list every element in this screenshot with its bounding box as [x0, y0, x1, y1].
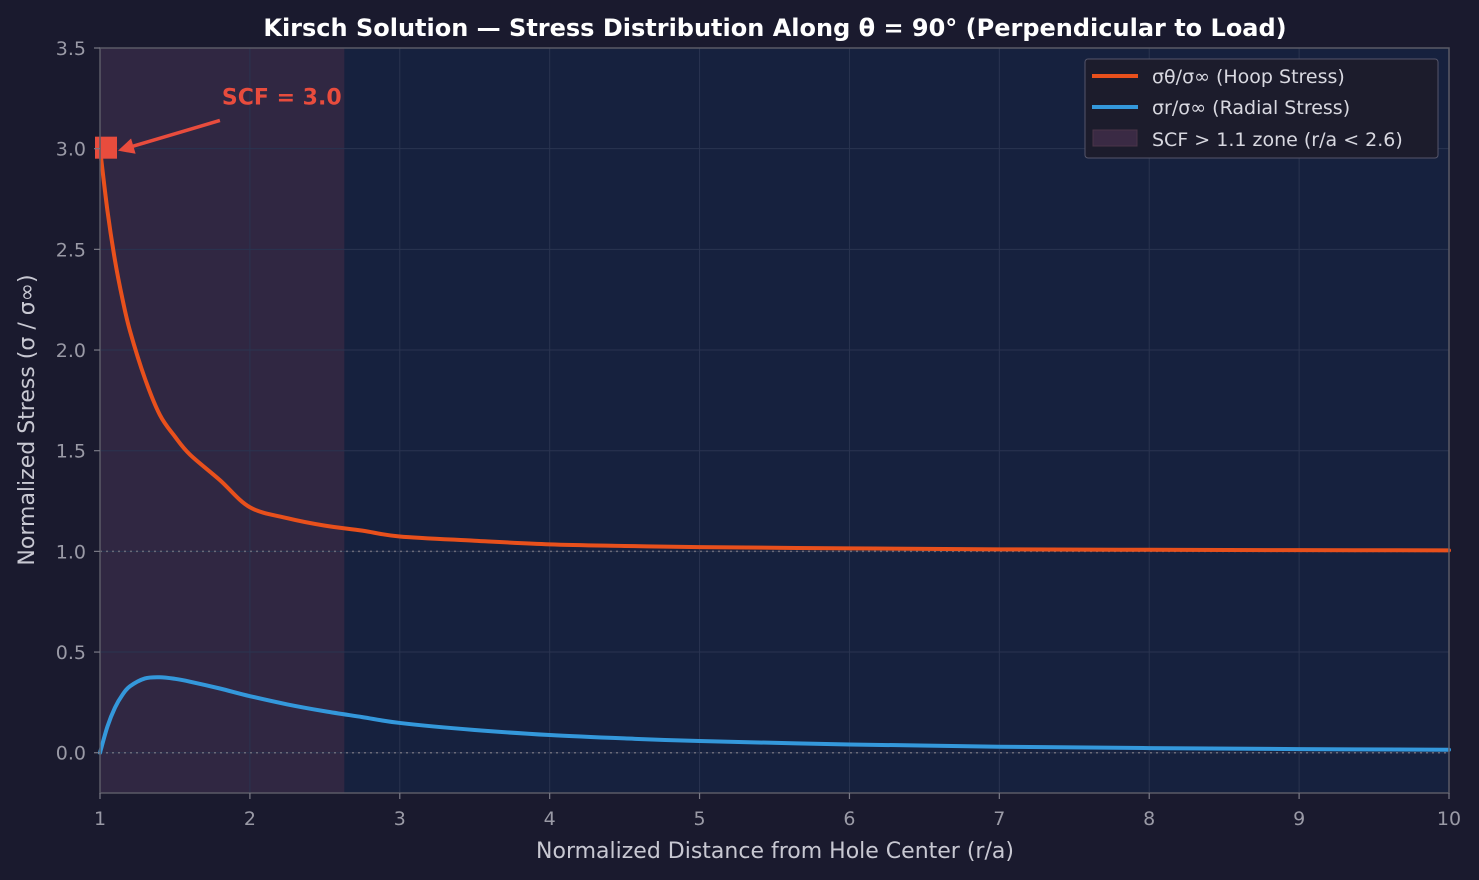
y-tick-label: 2.5: [56, 239, 86, 261]
y-tick-label: 0.5: [56, 642, 86, 664]
annotation-label: SCF = 3.0: [222, 85, 342, 110]
y-tick-label: 1.0: [56, 541, 86, 563]
legend: σθ/σ∞ (Hoop Stress) σr/σ∞ (Radial Stress…: [1084, 58, 1439, 159]
series-line-hoop: [98, 146, 1451, 553]
y-axis-label: Normalized Stress (σ / σ∞): [15, 274, 40, 565]
annotation-arrowhead: [118, 138, 136, 154]
x-tick-label: 2: [244, 808, 256, 830]
x-tick-label: 1: [94, 808, 106, 830]
y-tick-label: 3.5: [56, 38, 86, 60]
y-tick-label: 3.0: [56, 139, 86, 161]
x-tick-label: 6: [843, 808, 855, 830]
annotation-marker: [95, 136, 117, 159]
series-line-radial: [98, 675, 1451, 755]
legend-label-radial: σr/σ∞ (Radial Stress): [1152, 97, 1350, 119]
x-tick-label: 9: [1293, 808, 1305, 830]
x-tick-label: 3: [394, 808, 406, 830]
plot-frame: [99, 47, 1450, 794]
y-tick-label: 0.0: [56, 743, 86, 765]
y-tick-label: 2.0: [56, 340, 86, 362]
annotation-arrow-shaft: [127, 118, 221, 150]
shaded-zone: [100, 48, 345, 793]
x-tick-label: 7: [993, 808, 1005, 830]
x-axis-label: Normalized Distance from Hole Center (r/…: [536, 839, 1014, 864]
series-layer: [98, 146, 1451, 755]
legend-box: [1084, 58, 1439, 159]
shaded-zone-layer: [100, 48, 345, 793]
legend-swatch-zone: [1092, 129, 1138, 147]
chart-title: Kirsch Solution — Stress Distribution Al…: [263, 14, 1286, 42]
x-tick-label: 5: [694, 808, 706, 830]
x-tick-label: 8: [1143, 808, 1155, 830]
x-tick-label: 4: [544, 808, 556, 830]
x-tick-label: 10: [1437, 808, 1461, 830]
legend-label-zone: SCF > 1.1 zone (r/a < 2.6): [1152, 129, 1403, 151]
tick-layer: 1 2 3 4 5 6 7 8 9 10 0.0 0.5 1.0 1.5 2.0 2.5 3.0 3.5: [56, 38, 1461, 830]
y-tick-label: 1.5: [56, 441, 86, 463]
legend-label-hoop: σθ/σ∞ (Hoop Stress): [1152, 66, 1345, 88]
